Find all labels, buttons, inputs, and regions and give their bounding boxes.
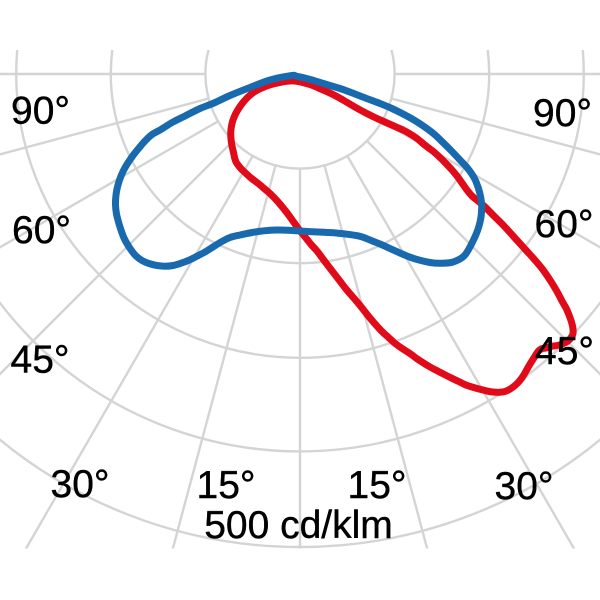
svg-text:30°: 30° bbox=[495, 465, 554, 508]
svg-text:60°: 60° bbox=[12, 209, 71, 252]
svg-text:15°: 15° bbox=[348, 464, 407, 507]
svg-text:60°: 60° bbox=[535, 203, 594, 246]
svg-text:45°: 45° bbox=[535, 330, 594, 373]
svg-text:45°: 45° bbox=[11, 339, 70, 382]
svg-text:90°: 90° bbox=[533, 92, 592, 135]
svg-text:15°: 15° bbox=[197, 464, 256, 507]
svg-text:90°: 90° bbox=[11, 90, 70, 133]
svg-text:500 cd/klm: 500 cd/klm bbox=[204, 504, 393, 547]
svg-text:30°: 30° bbox=[51, 463, 110, 506]
